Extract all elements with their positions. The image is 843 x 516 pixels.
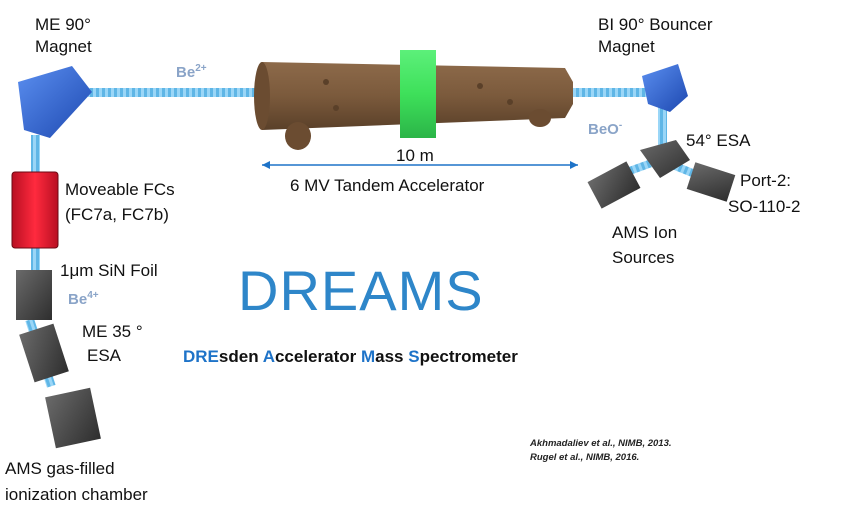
- me90-magnet: [18, 66, 92, 138]
- me90-magnet-label-line1: ME 90°: [35, 15, 91, 34]
- ion-be4plus-charge: 4+: [87, 290, 99, 301]
- ams-ion-source: [587, 161, 641, 209]
- distance-arrow: [262, 161, 578, 169]
- distance-label: 10 m: [396, 146, 434, 165]
- sin-foil-housing: [16, 270, 52, 320]
- ion-beo-charge: -: [618, 120, 623, 131]
- moveable-faraday-cups: [11, 171, 59, 249]
- ams-sources-label-line2: Sources: [612, 248, 675, 267]
- ionization-chamber: [45, 387, 101, 449]
- beamline-top-right: [565, 88, 650, 97]
- port2-label-line2: SO-110-2: [728, 197, 801, 216]
- ion-be2plus-base: Be: [176, 64, 196, 81]
- subtitle-part-7: S: [408, 347, 420, 366]
- beamline-right-vertical: [658, 100, 667, 155]
- bi90-bouncer-magnet: [642, 64, 688, 112]
- subtitle-part-5: M: [360, 347, 376, 366]
- esa54-label: 54° ESA: [686, 131, 751, 150]
- subtitle-part-1: DRE: [183, 347, 219, 366]
- beamline-left-foil: [31, 245, 40, 275]
- port2-label-line1: Port-2:: [740, 171, 792, 190]
- ion-be4plus-base: Be: [68, 291, 88, 308]
- chamber-label-line1: AMS gas-filled: [5, 459, 115, 478]
- diagram-title: DREAMS: [238, 259, 484, 322]
- bi90-magnet-label-line1: BI 90° Bouncer: [598, 15, 713, 34]
- fc-label-line2: (FC7a, FC7b): [65, 205, 169, 224]
- port2-ion-source: [686, 162, 736, 202]
- ams-sources-label-line1: AMS Ion: [612, 223, 678, 242]
- tandem-accelerator: [254, 50, 573, 150]
- me90-magnet-label-line2: Magnet: [35, 37, 92, 56]
- me35-label-line2: ESA: [87, 346, 122, 365]
- ion-be4plus: Be4+: [68, 290, 99, 308]
- esa-54: [640, 140, 690, 178]
- subtitle-part-3: A: [262, 347, 275, 366]
- beamline-left-vertical: [31, 135, 40, 175]
- me35-esa: [19, 323, 69, 383]
- beamline-top-left: [88, 88, 268, 97]
- diagram-subtitle: DREsden Accelerator Mass Spectrometer: [183, 347, 518, 367]
- ion-beo-base: BeO: [588, 121, 619, 138]
- me35-label-line1: ME 35 °: [82, 322, 143, 341]
- chamber-label-line2: ionization chamber: [5, 485, 148, 504]
- subtitle-part-6: ass: [375, 347, 409, 366]
- reference-1: Akhmadaliev et al., NIMB, 2013.: [530, 438, 672, 449]
- reference-2: Rugel et al., NIMB, 2016.: [530, 452, 640, 463]
- ion-be2plus-charge: 2+: [195, 63, 207, 74]
- fc-label-line1: Moveable FCs: [65, 180, 175, 199]
- subtitle-part-4: ccelerator: [274, 347, 361, 366]
- bi90-magnet-label-line2: Magnet: [598, 37, 655, 56]
- ion-beo-minus: BeO-: [588, 120, 622, 138]
- subtitle-part-2: sden: [218, 347, 263, 366]
- accelerator-label: 6 MV Tandem Accelerator: [290, 176, 485, 195]
- foil-label: 1μm SiN Foil: [60, 261, 158, 280]
- subtitle-part-8: pectrometer: [419, 347, 518, 366]
- ion-be2plus: Be2+: [176, 63, 207, 81]
- accelerator-terminal-band: [400, 50, 436, 138]
